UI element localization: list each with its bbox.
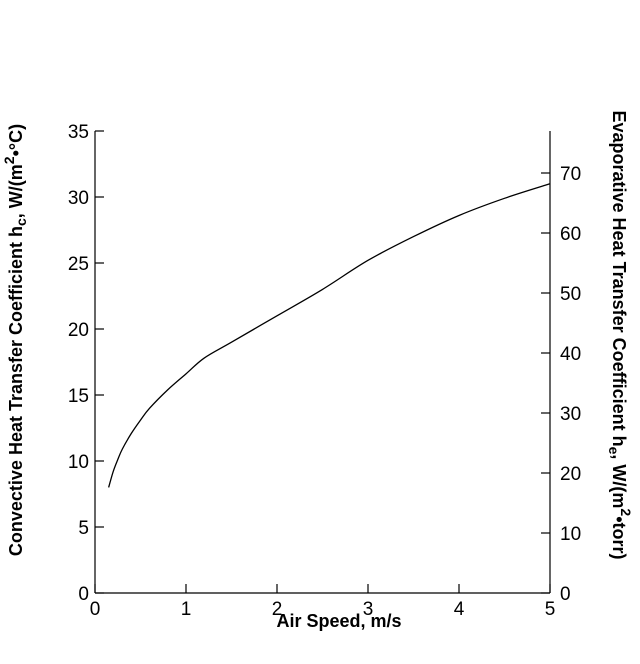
y-right-title-units-end: •torr) (609, 516, 629, 559)
x-tick-label: 4 (454, 599, 465, 620)
y-right-title-units: , W/(m (609, 454, 629, 508)
y-left-title-units-end: •°C) (6, 124, 26, 157)
y-left-tick-label: 10 (68, 452, 89, 473)
y-left-tick-label: 30 (68, 188, 89, 209)
x-tick-label: 0 (90, 599, 101, 620)
y-right-title-main: Evaporative Heat Transfer Coefficient h (609, 111, 629, 447)
x-tick-label: 5 (545, 599, 556, 620)
y-left-tick-label: 0 (78, 584, 89, 605)
y-left-title-units: , W/(m (6, 164, 26, 218)
y-right-tick-label: 10 (560, 524, 581, 545)
chart-axes (94, 131, 551, 594)
y-right-tick-label: 40 (560, 344, 581, 365)
x-tick-label: 1 (181, 599, 192, 620)
y-left-title-sub: c (13, 218, 29, 226)
series-line (108, 183, 551, 488)
x-tick-label: 2 (272, 599, 283, 620)
y-left-axis-title: Convective Heat Transfer Coefficient hc,… (1, 124, 29, 556)
y-left-title-main: Convective Heat Transfer Coefficient h (6, 226, 26, 556)
y-left-title-sup: 2 (1, 156, 17, 164)
y-right-tick-label: 60 (560, 224, 581, 245)
y-right-tick-label: 30 (560, 404, 581, 425)
y-right-tick-label: 20 (560, 464, 581, 485)
y-left-tick-label: 20 (68, 320, 89, 341)
x-axis-title: Air Speed, m/s (276, 611, 401, 631)
y-right-axis-title: Evaporative Heat Transfer Coefficient he… (606, 111, 634, 560)
y-left-tick-label: 25 (68, 254, 89, 275)
y-right-tick-label: 70 (560, 164, 581, 185)
y-left-tick-label: 5 (78, 518, 89, 539)
y-right-tick-label: 0 (560, 584, 571, 605)
y-right-title-sup: 2 (618, 508, 634, 516)
y-left-tick-label: 35 (68, 122, 89, 143)
y-right-tick-label: 50 (560, 284, 581, 305)
y-right-title-sub: e (606, 447, 622, 455)
svg-text:Evaporative Heat Transfer Coef: Evaporative Heat Transfer Coefficient he… (606, 111, 634, 560)
chart-series (108, 183, 551, 488)
y-left-tick-label: 15 (68, 386, 89, 407)
x-tick-label: 3 (363, 599, 374, 620)
svg-text:Convective Heat Transfer Coeff: Convective Heat Transfer Coefficient hc,… (1, 124, 29, 556)
